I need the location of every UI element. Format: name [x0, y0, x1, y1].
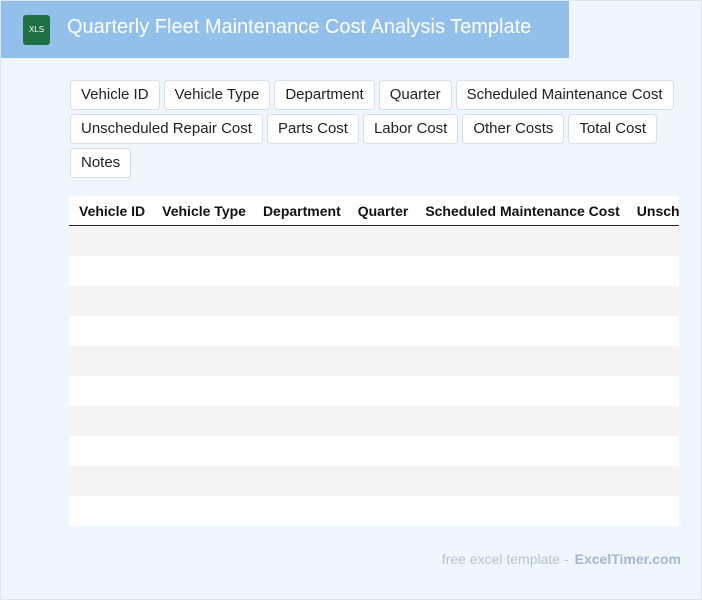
table-row — [69, 406, 679, 436]
column-tag[interactable]: Other Costs — [462, 114, 565, 144]
table-cell — [69, 376, 152, 406]
table-cell — [415, 496, 626, 526]
table-cell — [626, 286, 679, 316]
table-cell — [626, 466, 679, 496]
column-tag[interactable]: Labor Cost — [362, 114, 459, 144]
table-cell — [627, 496, 679, 526]
page-title: Quarterly Fleet Maintenance Cost Analysi… — [67, 16, 532, 38]
table-cell — [152, 225, 253, 256]
file-icon: XLS — [23, 15, 50, 45]
table-cell — [252, 466, 348, 496]
column-tag[interactable]: Parts Cost — [266, 114, 359, 144]
table-row — [69, 225, 679, 256]
column-tag[interactable]: Vehicle ID — [70, 80, 160, 110]
table-cell — [627, 376, 679, 406]
column-tag[interactable]: Scheduled Maintenance Cost — [455, 80, 674, 110]
table-cell — [152, 496, 253, 526]
table-cell — [152, 406, 253, 436]
table-cell — [252, 286, 348, 316]
column-header: Vehicle Type — [152, 196, 253, 226]
table-cell — [627, 256, 679, 286]
table-cell — [348, 496, 416, 526]
table-cell — [626, 406, 679, 436]
table-cell — [152, 286, 253, 316]
table-cell — [627, 316, 679, 346]
table-row — [69, 436, 679, 466]
table-cell — [347, 286, 416, 316]
column-tags: Vehicle ID Vehicle Type Department Quarter S… — [70, 80, 680, 178]
table-cell — [415, 316, 626, 346]
column-header: Quarter — [347, 196, 416, 226]
table-cell — [253, 316, 348, 346]
table-cell — [253, 496, 348, 526]
table-cell — [626, 225, 679, 256]
table-cell — [152, 316, 253, 346]
table-cell — [152, 376, 253, 406]
column-header: Vehicle ID — [69, 196, 153, 226]
table-cell — [69, 436, 152, 466]
column-tag[interactable]: Unscheduled Repair Cost — [70, 114, 263, 144]
table-cell — [347, 466, 416, 496]
table-cell — [69, 256, 152, 286]
table-cell — [415, 466, 627, 496]
table-cell — [252, 406, 348, 436]
table-cell — [348, 256, 416, 286]
header-row: Vehicle ID Vehicle Type Department Quarter S… — [69, 196, 679, 226]
table-cell — [69, 466, 153, 496]
table-cell — [252, 225, 348, 256]
table-row — [69, 376, 679, 406]
footer-text: free excel template - — [441, 551, 569, 567]
column-tag[interactable]: Total Cost — [568, 114, 658, 144]
table-cell — [152, 436, 253, 466]
table-row — [69, 466, 679, 496]
table-cell — [626, 346, 679, 376]
column-tag[interactable]: Notes — [70, 148, 132, 178]
table-cell — [69, 346, 153, 376]
table-cell — [415, 256, 626, 286]
table-cell — [347, 346, 416, 376]
column-header: Unscheduled Repair Cost — [626, 196, 679, 226]
table-cell — [347, 225, 416, 256]
table-cell — [415, 225, 627, 256]
header-bar: XLS Quarterly Fleet Maintenance Cost Ana… — [1, 1, 569, 58]
table-cell — [69, 225, 153, 256]
table-cell — [348, 316, 416, 346]
footer: free excel template - ExcelTimer.com — [442, 551, 681, 567]
table-cell — [415, 406, 627, 436]
column-tag[interactable]: Quarter — [378, 80, 452, 110]
table-cell — [152, 256, 253, 286]
table-cell — [347, 406, 416, 436]
table-cell — [69, 286, 153, 316]
column-tag[interactable]: Vehicle Type — [163, 80, 271, 110]
column-header: Scheduled Maintenance Cost — [415, 196, 627, 226]
table-cell — [69, 406, 153, 436]
table-cell — [415, 346, 627, 376]
table-row — [69, 286, 679, 316]
table-cell — [253, 376, 348, 406]
data-table: Vehicle ID Vehicle Type Department Quarter S… — [69, 196, 679, 526]
table-wrap: Vehicle ID Vehicle Type Department Quarter S… — [69, 196, 679, 526]
table-cell — [252, 346, 348, 376]
table-row — [69, 346, 679, 376]
column-tag[interactable]: Department — [274, 80, 375, 110]
table-row — [69, 316, 679, 346]
table-cell — [253, 436, 348, 466]
table-cell — [415, 436, 626, 466]
table-cell — [627, 436, 679, 466]
table-cell — [253, 256, 348, 286]
column-header: Department — [252, 196, 348, 226]
table-row — [69, 256, 679, 286]
table-row — [69, 496, 679, 526]
table-cell — [69, 496, 152, 526]
table-cell — [152, 346, 253, 376]
table-cell — [152, 466, 253, 496]
table-cell — [69, 316, 152, 346]
table-cell — [348, 436, 416, 466]
footer-brand[interactable]: ExcelTimer.com — [574, 551, 681, 567]
table-cell — [415, 286, 627, 316]
table-cell — [348, 376, 416, 406]
table-cell — [415, 376, 626, 406]
